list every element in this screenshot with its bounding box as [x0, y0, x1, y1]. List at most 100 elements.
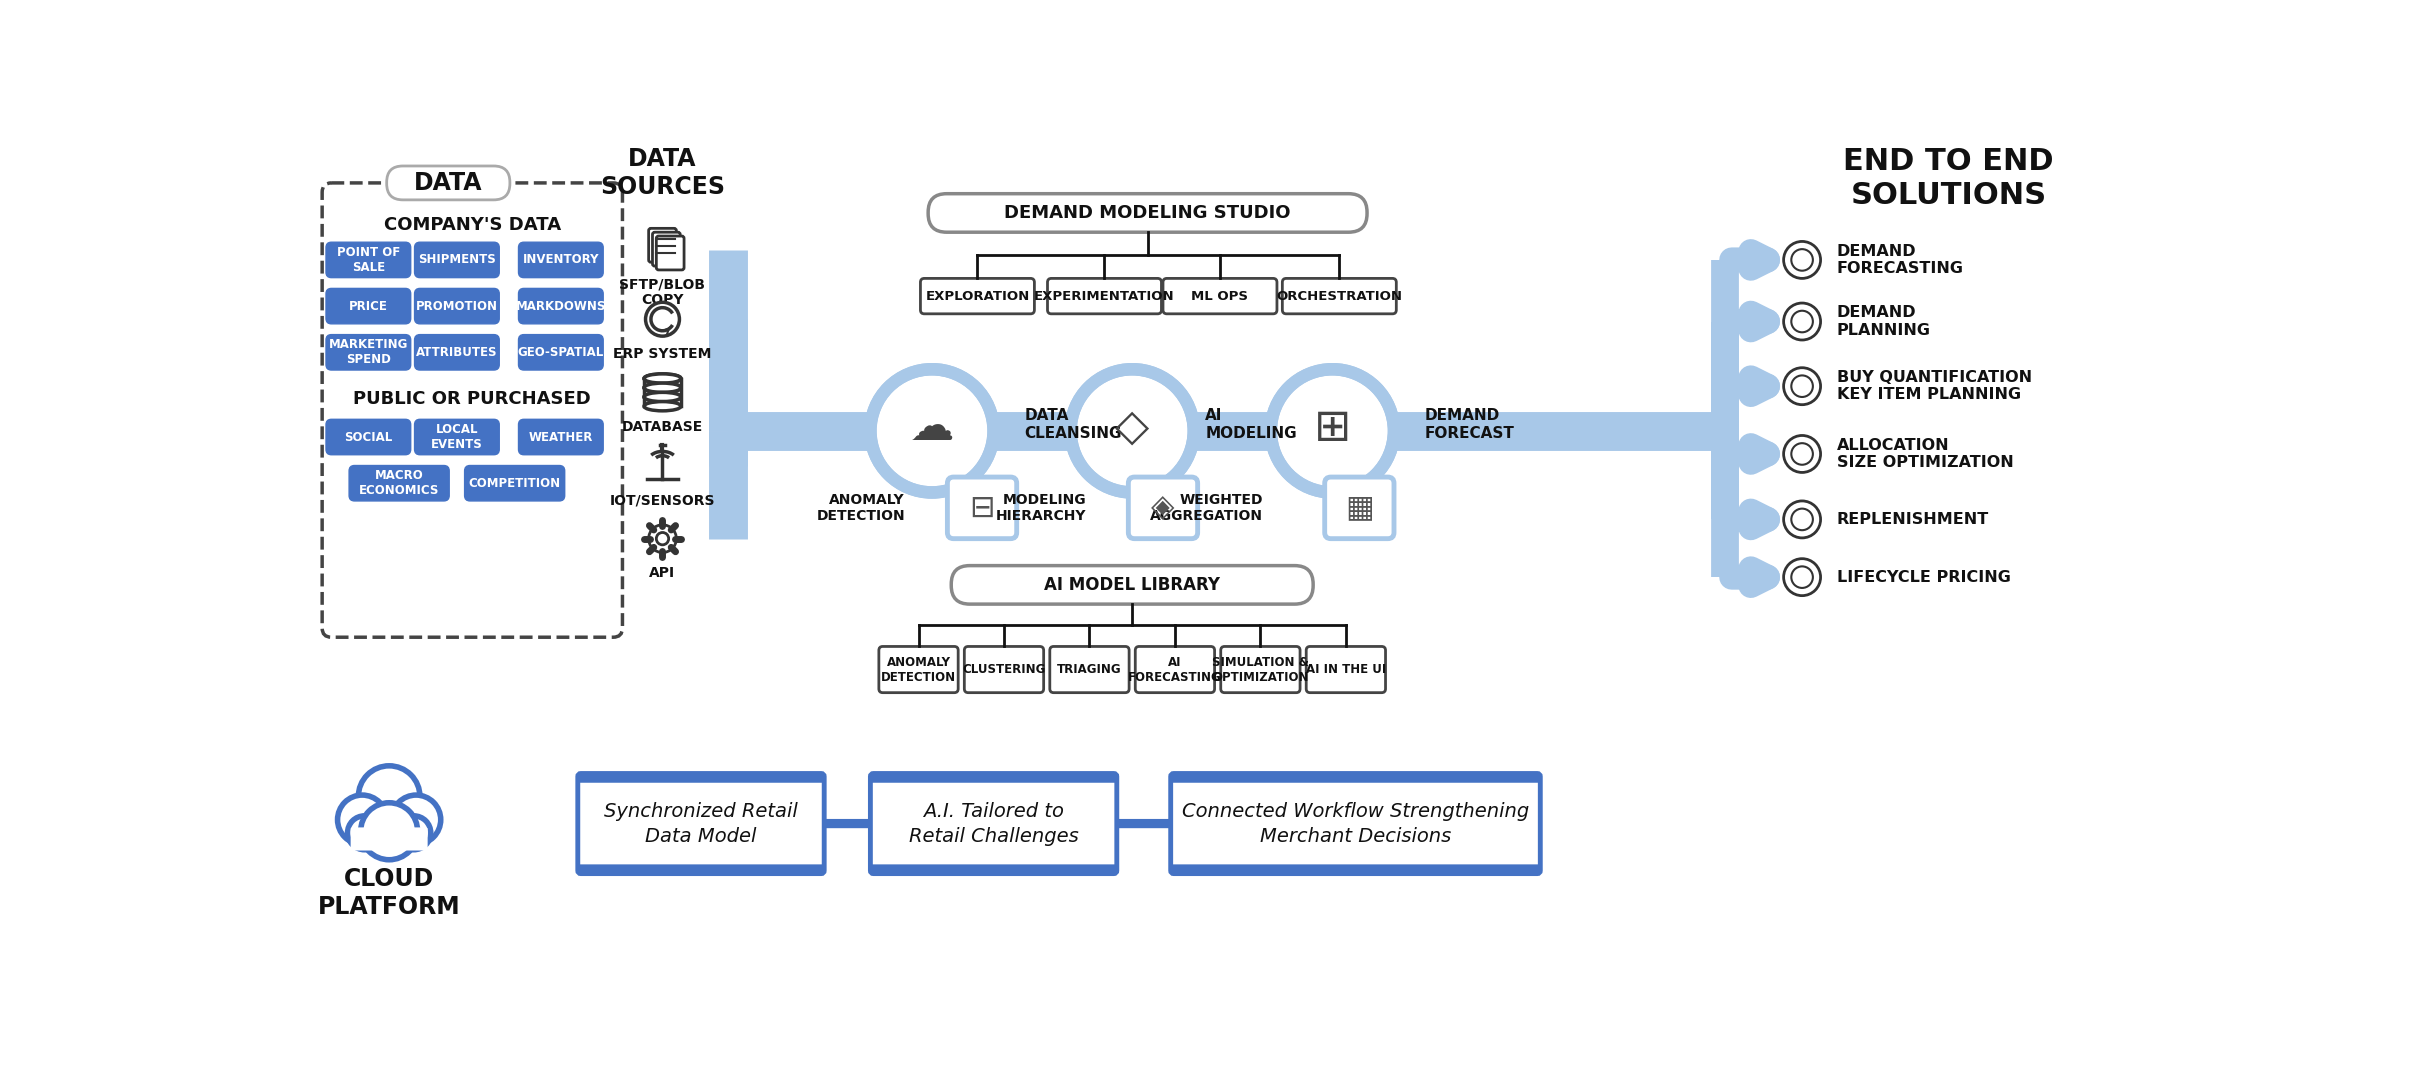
Text: AI
FORECASTING: AI FORECASTING [1129, 656, 1221, 683]
Circle shape [1069, 368, 1194, 494]
Circle shape [1792, 311, 1814, 332]
Text: ERP SYSTEM: ERP SYSTEM [614, 347, 711, 361]
Text: DEMAND
FORECASTING: DEMAND FORECASTING [1838, 244, 1963, 276]
Circle shape [1792, 375, 1814, 397]
Circle shape [397, 816, 430, 850]
Text: AI IN THE UI: AI IN THE UI [1306, 663, 1386, 676]
FancyBboxPatch shape [1170, 774, 1540, 782]
Text: DATABASE: DATABASE [621, 420, 704, 434]
FancyBboxPatch shape [326, 335, 411, 370]
Ellipse shape [643, 401, 682, 411]
Circle shape [339, 795, 387, 844]
Ellipse shape [643, 393, 682, 401]
FancyBboxPatch shape [655, 236, 684, 270]
FancyBboxPatch shape [950, 566, 1313, 604]
Text: GEO-SPATIAL: GEO-SPATIAL [517, 346, 604, 359]
FancyBboxPatch shape [1047, 279, 1161, 313]
Text: Connected Workflow Strengthening
Merchant Decisions: Connected Workflow Strengthening Merchan… [1182, 802, 1528, 845]
Text: REPLENISHMENT: REPLENISHMENT [1838, 512, 1990, 527]
FancyBboxPatch shape [517, 419, 602, 455]
Circle shape [1784, 500, 1821, 537]
Text: ANOMALY
DETECTION: ANOMALY DETECTION [817, 493, 904, 523]
FancyBboxPatch shape [870, 774, 1117, 874]
Text: AI MODEL LIBRARY: AI MODEL LIBRARY [1045, 576, 1221, 594]
Circle shape [1784, 435, 1821, 472]
Text: API: API [650, 567, 675, 580]
FancyBboxPatch shape [878, 646, 958, 693]
FancyBboxPatch shape [1117, 819, 1170, 828]
Text: DEMAND
PLANNING: DEMAND PLANNING [1838, 306, 1930, 337]
FancyBboxPatch shape [517, 288, 602, 324]
Text: END TO END
SOLUTIONS: END TO END SOLUTIONS [1843, 148, 2053, 210]
Text: ATTRIBUTES: ATTRIBUTES [416, 346, 498, 359]
Text: SOCIAL: SOCIAL [343, 431, 392, 444]
Text: EXPERIMENTATION: EXPERIMENTATION [1035, 289, 1175, 302]
Circle shape [1792, 508, 1814, 530]
FancyBboxPatch shape [648, 228, 677, 262]
Text: Synchronized Retail
Data Model: Synchronized Retail Data Model [604, 802, 798, 845]
FancyBboxPatch shape [326, 288, 411, 324]
FancyBboxPatch shape [1306, 646, 1386, 693]
FancyBboxPatch shape [578, 774, 825, 782]
FancyBboxPatch shape [1163, 279, 1277, 313]
FancyBboxPatch shape [1170, 774, 1540, 874]
FancyBboxPatch shape [517, 243, 602, 277]
FancyBboxPatch shape [870, 774, 1117, 782]
Circle shape [883, 381, 982, 481]
FancyBboxPatch shape [965, 646, 1045, 693]
Text: ANOMALY
DETECTION: ANOMALY DETECTION [880, 656, 955, 683]
Text: DEMAND
FORECAST: DEMAND FORECAST [1424, 408, 1514, 442]
FancyBboxPatch shape [1282, 279, 1395, 313]
Text: WEIGHTED
AGGREGATION: WEIGHTED AGGREGATION [1151, 493, 1262, 523]
Text: MACRO
ECONOMICS: MACRO ECONOMICS [358, 469, 440, 497]
Circle shape [1269, 368, 1395, 494]
Text: ▦: ▦ [1344, 493, 1373, 522]
FancyBboxPatch shape [653, 232, 679, 267]
Circle shape [1784, 558, 1821, 595]
Text: SHIPMENTS: SHIPMENTS [418, 254, 496, 267]
Text: PRICE: PRICE [348, 299, 387, 312]
FancyBboxPatch shape [929, 194, 1366, 232]
Text: EXPLORATION: EXPLORATION [926, 289, 1030, 302]
Circle shape [348, 816, 382, 850]
FancyBboxPatch shape [870, 864, 1117, 874]
Text: COMPANY'S DATA: COMPANY'S DATA [384, 217, 561, 234]
Text: MARKDOWNS: MARKDOWNS [515, 299, 607, 312]
Circle shape [1083, 381, 1182, 481]
FancyBboxPatch shape [1170, 864, 1540, 874]
Circle shape [868, 368, 996, 494]
Text: POINT OF
SALE: POINT OF SALE [336, 246, 399, 274]
FancyBboxPatch shape [413, 288, 498, 324]
Text: ML OPS: ML OPS [1192, 289, 1248, 302]
Text: WEATHER: WEATHER [530, 431, 592, 444]
Ellipse shape [643, 383, 682, 393]
FancyBboxPatch shape [578, 774, 825, 874]
Text: AI
MODELING: AI MODELING [1204, 408, 1296, 442]
FancyBboxPatch shape [326, 419, 411, 455]
FancyBboxPatch shape [948, 477, 1016, 539]
Circle shape [1792, 567, 1814, 588]
Text: CLOUD
PLATFORM: CLOUD PLATFORM [317, 867, 459, 919]
Circle shape [1282, 381, 1383, 481]
FancyBboxPatch shape [1221, 646, 1301, 693]
Text: CLUSTERING: CLUSTERING [962, 663, 1045, 676]
Circle shape [358, 766, 421, 827]
Text: ⊞: ⊞ [1313, 406, 1352, 448]
Circle shape [1784, 304, 1821, 339]
FancyBboxPatch shape [825, 819, 870, 828]
Circle shape [1784, 242, 1821, 279]
Text: DATA: DATA [413, 171, 484, 195]
Text: DATA
SOURCES: DATA SOURCES [600, 148, 725, 199]
Text: COMPETITION: COMPETITION [469, 477, 561, 490]
FancyBboxPatch shape [1049, 646, 1129, 693]
Ellipse shape [643, 393, 682, 401]
Text: LOCAL
EVENTS: LOCAL EVENTS [430, 423, 484, 452]
FancyBboxPatch shape [1129, 477, 1197, 539]
FancyBboxPatch shape [464, 466, 566, 500]
Circle shape [392, 795, 440, 844]
Text: DEMAND MODELING STUDIO: DEMAND MODELING STUDIO [1003, 203, 1291, 222]
Ellipse shape [643, 374, 682, 383]
Text: ⊟: ⊟ [970, 493, 994, 522]
Circle shape [360, 803, 418, 860]
Text: ◈: ◈ [1151, 493, 1175, 522]
